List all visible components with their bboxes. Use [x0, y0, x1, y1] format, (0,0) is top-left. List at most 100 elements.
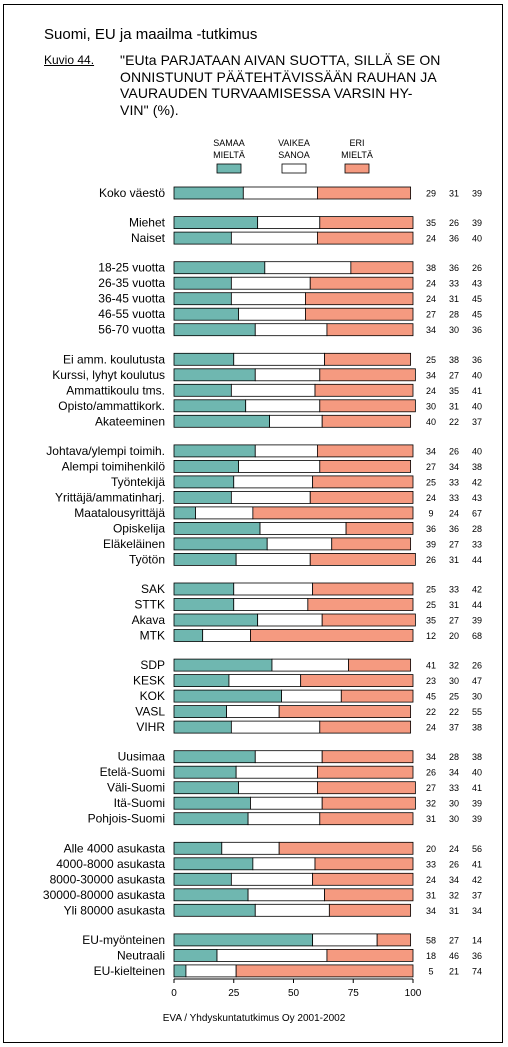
value-label: 33	[449, 477, 459, 487]
bar-segment	[173, 857, 254, 871]
value-label: 36	[449, 234, 459, 244]
bar-segment	[173, 674, 230, 687]
value-label: 45	[472, 294, 482, 304]
bar-segment	[173, 414, 270, 428]
bar-segment	[173, 781, 239, 795]
bar-segment	[328, 903, 412, 917]
x-tick-label: 50	[288, 988, 300, 999]
bar-segment	[340, 689, 414, 703]
bar-segment	[321, 796, 416, 810]
figure-label: Kuvio 44.	[44, 53, 95, 67]
legend-label: MIELTÄ	[213, 150, 245, 160]
bar-segment	[233, 582, 314, 596]
value-label: 37	[472, 417, 482, 427]
chart-row: 46-55 vuotta 27 28 45	[98, 307, 482, 321]
row-label: SAK	[141, 582, 165, 596]
bar-segment	[250, 796, 323, 810]
value-label: 38	[426, 263, 436, 273]
value-label: 38	[472, 462, 482, 472]
value-label: 23	[426, 676, 436, 686]
value-label: 28	[449, 752, 459, 762]
chart-row: EU-kielteinen 5 21 74	[94, 964, 482, 978]
chart-row: Naiset 24 36 40	[131, 231, 482, 245]
value-label: 22	[449, 417, 459, 427]
bar-segment	[173, 964, 187, 978]
value-label: 46	[449, 951, 459, 961]
value-label: 24	[426, 493, 436, 503]
chart-row: Neutraali 18 46 36	[117, 948, 482, 962]
bar-segment	[316, 444, 414, 458]
row-label: Ei amm. koulutusta	[63, 352, 165, 366]
value-label: 36	[426, 524, 436, 534]
bar-segment	[316, 186, 412, 200]
bar-segment	[173, 231, 232, 245]
value-label: 41	[426, 661, 436, 671]
bar-segment	[264, 261, 352, 275]
value-label: 31	[449, 401, 459, 411]
value-label: 22	[426, 707, 436, 717]
bar-segment	[173, 872, 232, 886]
bar-segment	[173, 307, 239, 321]
x-tick-label: 25	[228, 988, 240, 999]
bar-segment	[278, 841, 414, 855]
bar-segment	[173, 553, 237, 566]
bar-segment	[348, 658, 412, 672]
value-label: 30	[449, 814, 459, 824]
value-label: 40	[472, 370, 482, 380]
value-label: 45	[426, 692, 436, 702]
row-label: Opiskelija	[113, 521, 165, 535]
row-label: VASL	[135, 705, 165, 719]
value-label: 30	[449, 676, 459, 686]
value-label: 35	[426, 218, 436, 228]
value-label: 26	[449, 446, 459, 456]
value-label: 24	[426, 723, 436, 733]
row-label: 36-45 vuotta	[98, 292, 165, 306]
chart-row: Koko väestö 29 31 39	[99, 186, 482, 200]
bar-segment	[173, 459, 239, 473]
survey-header: Suomi, EU ja maailma -tutkimus	[44, 26, 258, 43]
bar-segment	[173, 537, 268, 551]
legend-label: ERI	[349, 138, 364, 148]
bar-segment	[312, 475, 414, 489]
chart-title: "EUta PARJATAAN AIVAN SUOTTA, SILLÄ SE O…	[120, 52, 490, 118]
value-label: 27	[449, 539, 459, 549]
chart-row: 18-25 vuotta 38 36 26	[98, 261, 482, 275]
value-label: 40	[472, 446, 482, 456]
chart-title-line: ONNISTUNUT PÄÄTEHTÄVISSÄÄN RAUHAN JA	[120, 68, 437, 85]
bar-segment	[307, 598, 414, 611]
bar-segment	[257, 216, 321, 230]
row-label: Opisto/ammattikork.	[58, 399, 165, 413]
chart-row: Maatalousyrittäjä 9 24 67	[74, 506, 482, 520]
bar-segment	[312, 582, 414, 596]
value-label: 21	[449, 966, 459, 976]
bar-segment	[326, 949, 414, 962]
legend-label: MIELTÄ	[341, 150, 373, 160]
value-label: 32	[449, 661, 459, 671]
bar-segment	[266, 537, 333, 551]
value-label: 26	[472, 263, 482, 273]
bar-segment	[233, 475, 314, 489]
value-label: 31	[449, 555, 459, 565]
value-label: 36	[472, 325, 482, 335]
bar-segment	[326, 323, 414, 337]
value-label: 28	[449, 310, 459, 320]
row-label: 30000-80000 asukasta	[43, 888, 165, 902]
value-label: 34	[426, 446, 436, 456]
row-label: Neutraali	[117, 948, 165, 962]
row-label: 8000-30000 asukasta	[50, 872, 166, 886]
row-label: VIHR	[136, 720, 165, 734]
value-label: 43	[472, 279, 482, 289]
bar-segment	[173, 705, 227, 718]
bar-segment	[376, 933, 412, 947]
value-label: 24	[426, 234, 436, 244]
bar-segment	[321, 414, 412, 428]
value-label: 33	[449, 783, 459, 793]
value-label: 33	[449, 279, 459, 289]
x-tick-label: 100	[405, 988, 422, 999]
legend-label: SAMAA	[213, 138, 245, 148]
row-label: Alle 4000 asukasta	[64, 841, 166, 855]
value-label: 24	[449, 844, 459, 854]
value-label: 40	[472, 768, 482, 778]
bar-segment	[305, 307, 414, 321]
value-label: 31	[449, 294, 459, 304]
